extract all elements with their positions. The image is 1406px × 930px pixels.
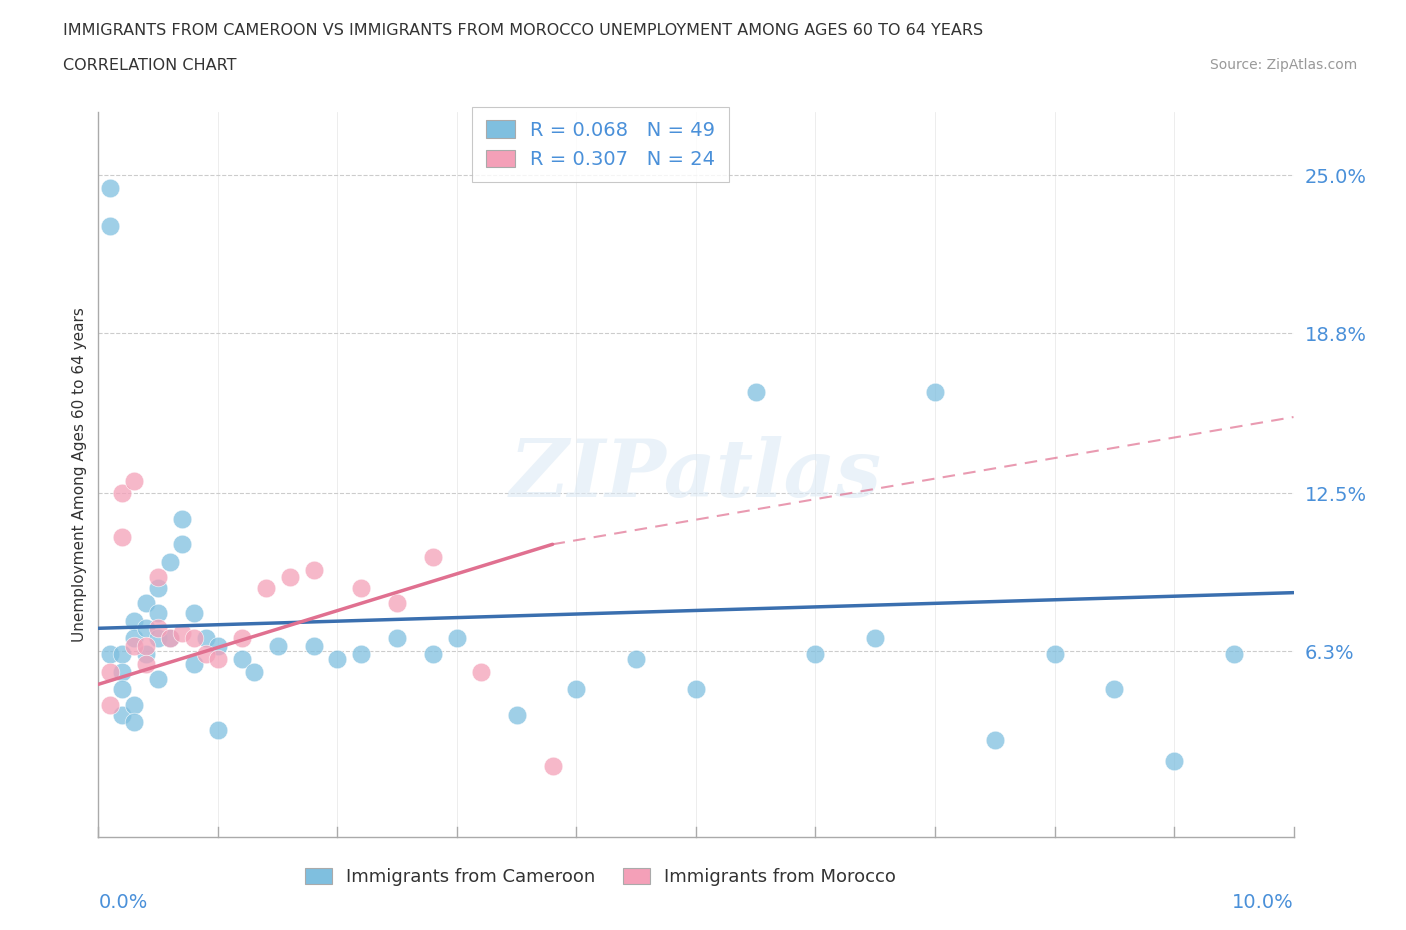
- Point: [135, 646, 157, 661]
- Point: [745, 384, 768, 399]
- Point: [1104, 682, 1126, 697]
- Point: [385, 595, 409, 610]
- Point: [98, 698, 122, 712]
- Point: [302, 563, 325, 578]
- Point: [804, 646, 827, 661]
- Point: [984, 733, 1007, 748]
- Point: [124, 698, 146, 712]
- Point: [195, 646, 218, 661]
- Point: [626, 651, 648, 666]
- Point: [172, 537, 194, 551]
- Point: [865, 631, 887, 646]
- Point: [207, 723, 229, 737]
- Point: [135, 621, 157, 636]
- Point: [231, 651, 253, 666]
- Point: [148, 621, 170, 636]
- Point: [172, 626, 194, 641]
- Point: [135, 595, 157, 610]
- Point: [506, 708, 529, 723]
- Point: [385, 631, 409, 646]
- Text: CORRELATION CHART: CORRELATION CHART: [63, 58, 236, 73]
- Point: [159, 631, 181, 646]
- Point: [111, 486, 134, 501]
- Point: [111, 529, 134, 544]
- Point: [124, 631, 146, 646]
- Point: [350, 646, 373, 661]
- Point: [159, 631, 181, 646]
- Point: [111, 682, 134, 697]
- Text: ZIPatlas: ZIPatlas: [510, 435, 882, 513]
- Point: [231, 631, 253, 646]
- Point: [1163, 753, 1185, 768]
- Point: [302, 639, 325, 654]
- Point: [195, 631, 218, 646]
- Legend: Immigrants from Cameroon, Immigrants from Morocco: Immigrants from Cameroon, Immigrants fro…: [298, 860, 903, 893]
- Point: [111, 708, 134, 723]
- Point: [135, 657, 157, 671]
- Point: [159, 554, 181, 569]
- Point: [422, 646, 444, 661]
- Point: [111, 664, 134, 679]
- Point: [148, 570, 170, 585]
- Point: [278, 570, 301, 585]
- Point: [446, 631, 468, 646]
- Point: [124, 613, 146, 628]
- Point: [98, 180, 122, 195]
- Point: [685, 682, 707, 697]
- Y-axis label: Unemployment Among Ages 60 to 64 years: Unemployment Among Ages 60 to 64 years: [72, 307, 87, 642]
- Point: [98, 664, 122, 679]
- Point: [1043, 646, 1066, 661]
- Point: [326, 651, 349, 666]
- Text: IMMIGRANTS FROM CAMEROON VS IMMIGRANTS FROM MOROCCO UNEMPLOYMENT AMONG AGES 60 T: IMMIGRANTS FROM CAMEROON VS IMMIGRANTS F…: [63, 23, 983, 38]
- Point: [350, 580, 373, 595]
- Point: [124, 639, 146, 654]
- Point: [124, 715, 146, 730]
- Point: [98, 219, 122, 233]
- Point: [98, 646, 122, 661]
- Point: [148, 580, 170, 595]
- Point: [254, 580, 277, 595]
- Point: [243, 664, 266, 679]
- Point: [565, 682, 588, 697]
- Point: [1223, 646, 1246, 661]
- Point: [924, 384, 946, 399]
- Point: [470, 664, 492, 679]
- Point: [111, 646, 134, 661]
- Point: [267, 639, 290, 654]
- Point: [207, 651, 229, 666]
- Point: [207, 639, 229, 654]
- Text: 0.0%: 0.0%: [98, 893, 148, 912]
- Point: [148, 631, 170, 646]
- Point: [148, 605, 170, 620]
- Point: [183, 605, 205, 620]
- Text: Source: ZipAtlas.com: Source: ZipAtlas.com: [1209, 58, 1357, 72]
- Point: [541, 758, 564, 773]
- Point: [422, 550, 444, 565]
- Point: [148, 671, 170, 686]
- Point: [183, 631, 205, 646]
- Text: 10.0%: 10.0%: [1232, 893, 1294, 912]
- Point: [183, 657, 205, 671]
- Point: [124, 473, 146, 488]
- Point: [135, 639, 157, 654]
- Point: [172, 512, 194, 526]
